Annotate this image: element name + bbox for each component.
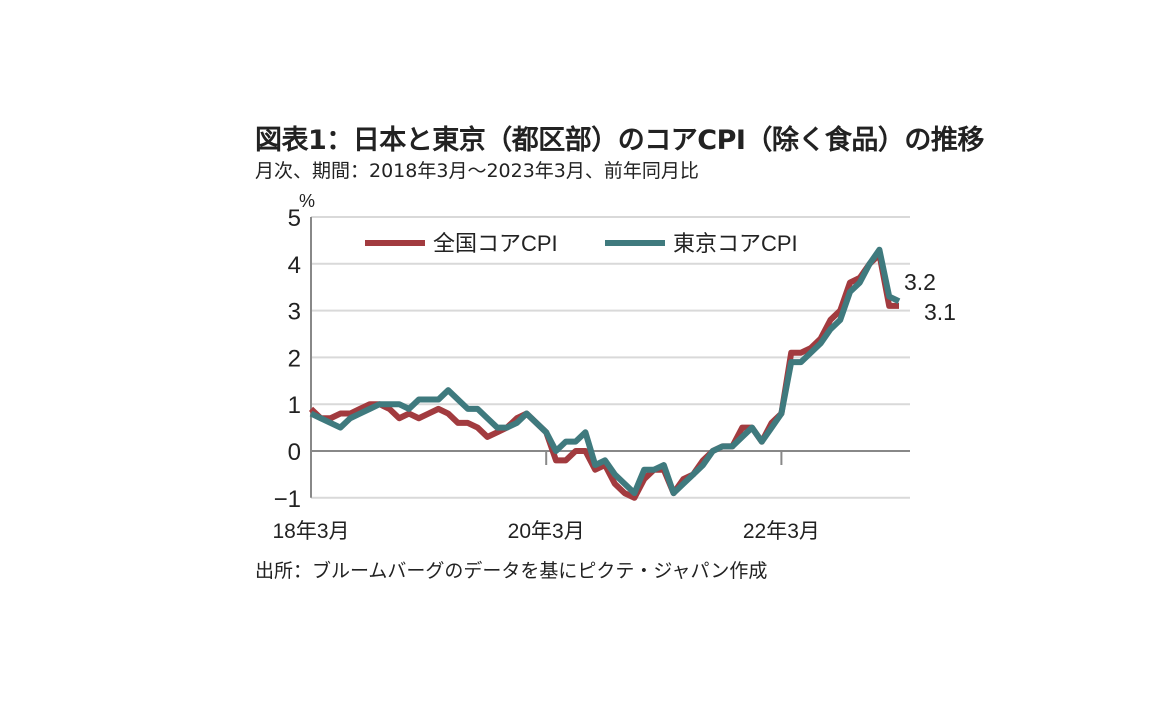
series-line-tokyo bbox=[309, 246, 901, 497]
chart-title: 図表1：日本と東京（都区部）のコアCPI（除く食品）の推移 bbox=[255, 125, 984, 156]
y-axis-unit: % bbox=[299, 191, 315, 211]
end-label-national: 3.1 bbox=[924, 299, 956, 325]
y-tick-label: −1 bbox=[274, 486, 301, 513]
end-label-tokyo: 3.2 bbox=[904, 269, 936, 295]
x-tick-label: 18年3月 bbox=[272, 520, 349, 543]
x-tick-label: 20年3月 bbox=[508, 520, 585, 543]
y-tick-label: 4 bbox=[288, 252, 301, 279]
chart-subtitle: 月次、期間：2018年3月～2023年3月、前年同月比 bbox=[255, 160, 699, 182]
chart-source: 出所：ブルームバーグのデータを基にピクテ・ジャパン作成 bbox=[255, 560, 768, 582]
y-tick-label: 2 bbox=[288, 345, 301, 372]
y-tick-label: 0 bbox=[288, 439, 301, 466]
x-tick-label: 22年3月 bbox=[743, 520, 820, 543]
legend-label: 全国コアCPI bbox=[433, 231, 558, 256]
y-tick-label: 5 bbox=[288, 205, 301, 232]
legend-label: 東京コアCPI bbox=[673, 231, 798, 256]
y-tick-label: 3 bbox=[288, 299, 301, 326]
y-tick-label: 1 bbox=[288, 392, 301, 419]
